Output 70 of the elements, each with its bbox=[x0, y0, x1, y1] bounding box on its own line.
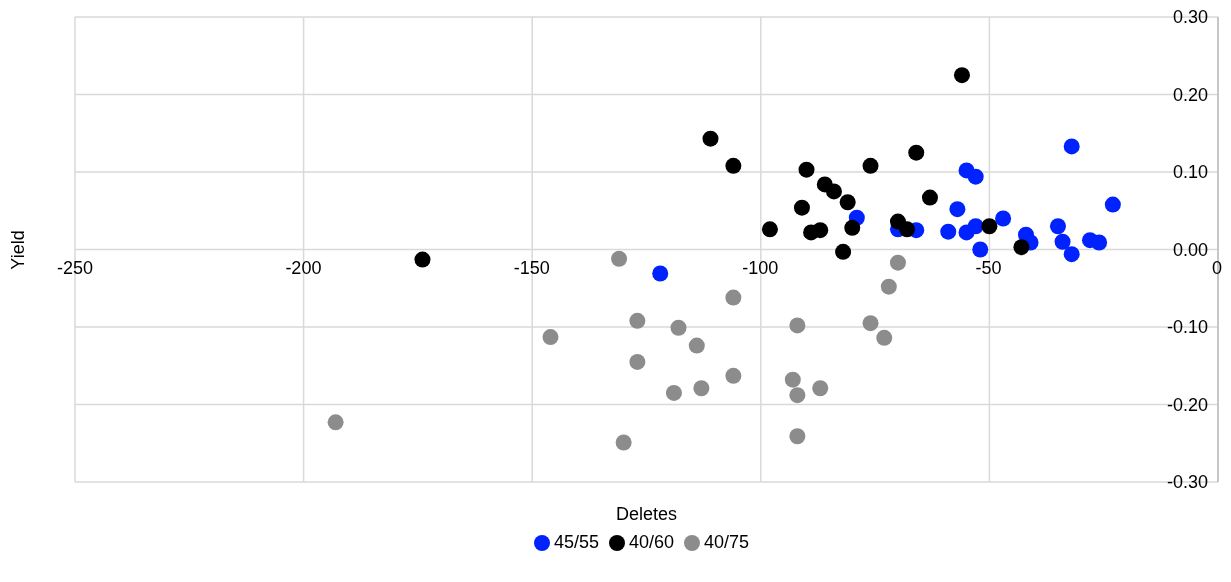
point bbox=[629, 312, 646, 329]
point bbox=[967, 218, 984, 235]
point bbox=[949, 201, 966, 218]
x-axis-title: Deletes bbox=[615, 504, 678, 524]
point bbox=[862, 157, 879, 174]
y-tick-label: -0.30 bbox=[1166, 472, 1208, 492]
point bbox=[784, 371, 801, 388]
point bbox=[839, 194, 856, 211]
legend-label: 40/60 bbox=[628, 532, 675, 552]
point bbox=[629, 353, 646, 370]
point bbox=[665, 384, 682, 401]
x-tick-label: 0 bbox=[1211, 257, 1223, 278]
y-tick-label: -0.10 bbox=[1166, 317, 1208, 337]
point bbox=[789, 317, 806, 334]
point bbox=[798, 161, 815, 178]
point bbox=[995, 210, 1012, 227]
y-axis-title: Yield bbox=[7, 229, 29, 270]
y-tick-label: 0.30 bbox=[1172, 7, 1208, 27]
point bbox=[972, 241, 989, 258]
point bbox=[542, 329, 559, 346]
point bbox=[812, 380, 829, 397]
point bbox=[725, 157, 742, 174]
point bbox=[880, 278, 897, 295]
point bbox=[702, 130, 719, 147]
point bbox=[670, 319, 687, 336]
point bbox=[688, 337, 705, 354]
x-tick-label: -250 bbox=[56, 257, 94, 278]
point bbox=[953, 67, 970, 84]
point bbox=[921, 189, 938, 206]
point bbox=[327, 414, 344, 431]
point bbox=[835, 243, 852, 260]
point bbox=[1054, 233, 1071, 250]
point bbox=[615, 434, 632, 451]
point bbox=[844, 219, 861, 236]
point bbox=[1104, 196, 1121, 213]
y-tick-label: -0.20 bbox=[1166, 394, 1208, 415]
point bbox=[789, 387, 806, 404]
point bbox=[940, 223, 957, 240]
legend-label: 45/55 bbox=[553, 532, 599, 552]
point bbox=[825, 183, 842, 200]
y-tick-label: 0.10 bbox=[1172, 162, 1208, 182]
point bbox=[812, 222, 829, 239]
x-tick-label: -150 bbox=[513, 257, 550, 278]
point bbox=[693, 380, 710, 397]
point bbox=[1063, 138, 1080, 155]
y-tick-label: 0.20 bbox=[1172, 84, 1208, 105]
x-tick-label: -50 bbox=[975, 257, 1002, 278]
x-tick-label: -100 bbox=[742, 257, 779, 278]
point bbox=[611, 250, 628, 267]
point bbox=[725, 289, 742, 306]
point bbox=[967, 168, 984, 185]
point bbox=[1091, 234, 1108, 251]
point bbox=[889, 254, 906, 271]
point bbox=[981, 218, 998, 235]
point bbox=[761, 221, 778, 238]
point bbox=[414, 251, 431, 268]
point bbox=[793, 199, 810, 216]
point bbox=[652, 265, 669, 282]
point bbox=[908, 144, 925, 161]
point bbox=[725, 367, 742, 384]
x-tick-label: -200 bbox=[285, 257, 322, 278]
point bbox=[789, 428, 806, 445]
legend-label: 40/75 bbox=[704, 532, 750, 552]
point bbox=[899, 221, 916, 238]
point bbox=[1013, 239, 1030, 256]
point bbox=[862, 315, 879, 332]
y-tick-label: 0.00 bbox=[1172, 239, 1208, 260]
point bbox=[876, 329, 893, 346]
point bbox=[1063, 246, 1080, 263]
point bbox=[1049, 218, 1066, 235]
